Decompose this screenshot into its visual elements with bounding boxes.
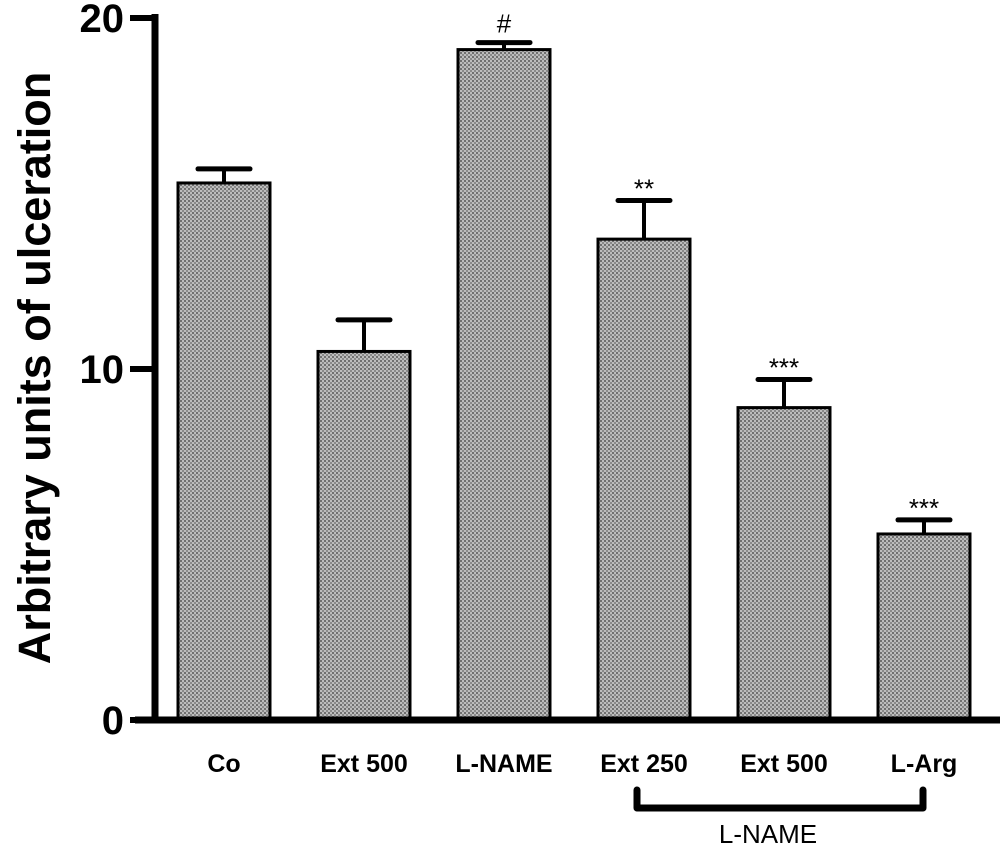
group-bracket <box>633 786 927 812</box>
category-label-5: L-Arg <box>891 750 958 778</box>
significance-label-5: *** <box>909 493 939 523</box>
bar-1 <box>316 349 412 722</box>
bar-2 <box>456 48 552 722</box>
category-label-3: Ext 250 <box>600 750 688 778</box>
y-tick-label-0: 0 <box>102 699 124 743</box>
significance-label-4: *** <box>769 353 799 383</box>
category-label-4: Ext 500 <box>740 750 828 778</box>
bar-0 <box>176 181 272 722</box>
y-axis-label: Arbitrary units of ulceration <box>9 72 60 665</box>
category-label-0: Co <box>207 750 240 778</box>
significance-label-3: ** <box>634 174 654 204</box>
bar-3 <box>596 237 692 722</box>
y-tick-label-2: 20 <box>80 0 125 41</box>
significance-label-2: # <box>497 9 512 39</box>
category-label-1: Ext 500 <box>320 750 408 778</box>
bar-5 <box>876 532 972 722</box>
category-label-2: L-NAME <box>455 750 552 778</box>
y-tick-label-1: 10 <box>80 348 125 392</box>
group-bracket-label: L-NAME <box>719 819 817 847</box>
bar-4 <box>736 406 832 722</box>
